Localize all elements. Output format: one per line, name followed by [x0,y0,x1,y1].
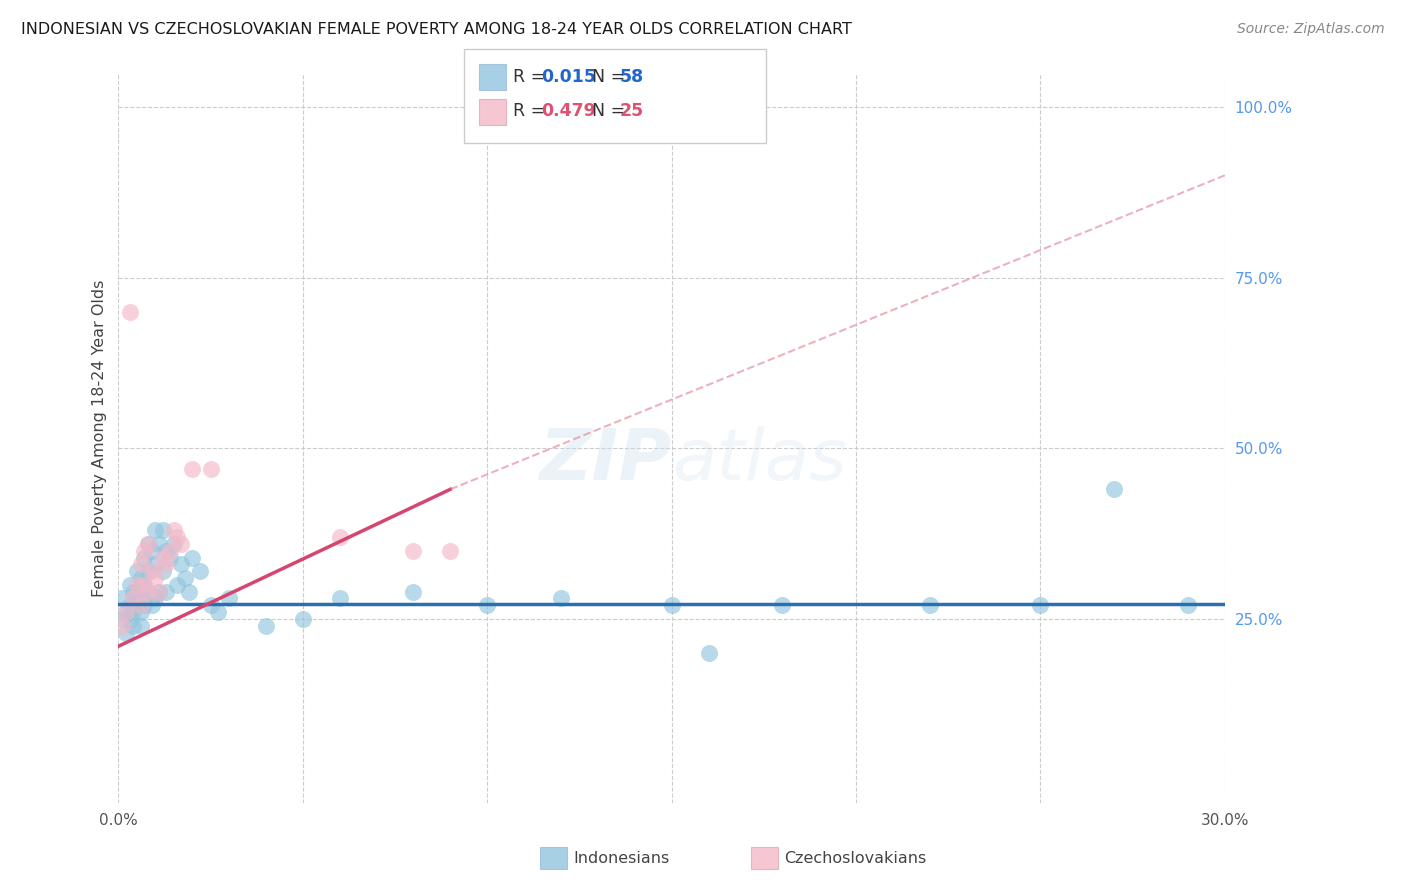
Point [170,537,193,551]
Point [697,646,720,660]
Point [118,578,141,592]
Text: 0.015: 0.015 [541,68,596,86]
Text: INDONESIAN VS CZECHOSLOVAKIAN FEMALE POVERTY AMONG 18-24 YEAR OLDS CORRELATION C: INDONESIAN VS CZECHOSLOVAKIAN FEMALE POV… [21,22,852,37]
Point [163,537,186,551]
Point [136,537,159,551]
Point [329,530,352,544]
Point [148,584,170,599]
Text: 25: 25 [620,103,644,120]
Point [200,599,222,613]
Point [114,605,136,619]
Point [129,605,152,619]
Text: 0.479: 0.479 [541,103,596,120]
Point [129,558,152,572]
Point [918,599,941,613]
Point [155,558,177,572]
Point [177,584,200,599]
Text: Czechoslovakians: Czechoslovakians [785,851,927,865]
Point [152,523,174,537]
Point [136,537,159,551]
Point [118,305,141,319]
Point [166,578,188,592]
Point [125,564,148,578]
Point [254,619,277,633]
Text: ZIP: ZIP [540,425,672,494]
Point [118,599,141,613]
Point [173,571,195,585]
Point [1177,599,1199,613]
Point [122,584,145,599]
Text: R =: R = [513,68,551,86]
Point [134,578,156,592]
Point [134,599,156,613]
Point [207,605,229,619]
Point [136,564,159,578]
Point [125,599,148,613]
Point [1102,483,1125,497]
Text: Indonesians: Indonesians [574,851,669,865]
Point [122,591,145,606]
Point [152,550,174,565]
Point [329,591,352,606]
Point [143,591,166,606]
Point [477,599,499,613]
Point [136,584,159,599]
Point [141,599,163,613]
Point [111,591,134,606]
Point [134,543,156,558]
Point [125,578,148,592]
Point [170,558,193,572]
Point [129,599,152,613]
Point [141,564,163,578]
Point [118,612,141,626]
Point [218,591,240,606]
Point [152,564,174,578]
Point [155,584,177,599]
Point [181,550,204,565]
Point [181,462,204,476]
Y-axis label: Female Poverty Among 18-24 Year Olds: Female Poverty Among 18-24 Year Olds [93,279,107,597]
Point [148,537,170,551]
Point [163,523,186,537]
Point [439,543,461,558]
Point [134,550,156,565]
Point [148,584,170,599]
Point [550,591,572,606]
Point [143,558,166,572]
Point [141,543,163,558]
Point [1029,599,1052,613]
Point [770,599,793,613]
Point [111,619,134,633]
Point [188,564,211,578]
Point [200,462,222,476]
Point [166,530,188,544]
Text: atlas: atlas [672,425,846,494]
Point [114,625,136,640]
Point [136,584,159,599]
Point [402,543,425,558]
Point [155,543,177,558]
Point [143,571,166,585]
Text: R =: R = [513,103,551,120]
Text: N =: N = [592,68,631,86]
Point [122,619,145,633]
Point [159,543,181,558]
Point [134,578,156,592]
Point [114,605,136,619]
Point [129,591,152,606]
Text: Source: ZipAtlas.com: Source: ZipAtlas.com [1237,22,1385,37]
Point [129,571,152,585]
Text: 58: 58 [620,68,644,86]
Point [402,584,425,599]
Point [125,584,148,599]
Point [143,523,166,537]
Text: N =: N = [592,103,631,120]
Point [661,599,683,613]
Point [122,605,145,619]
Point [291,612,314,626]
Point [159,550,181,565]
Point [111,612,134,626]
Point [129,619,152,633]
